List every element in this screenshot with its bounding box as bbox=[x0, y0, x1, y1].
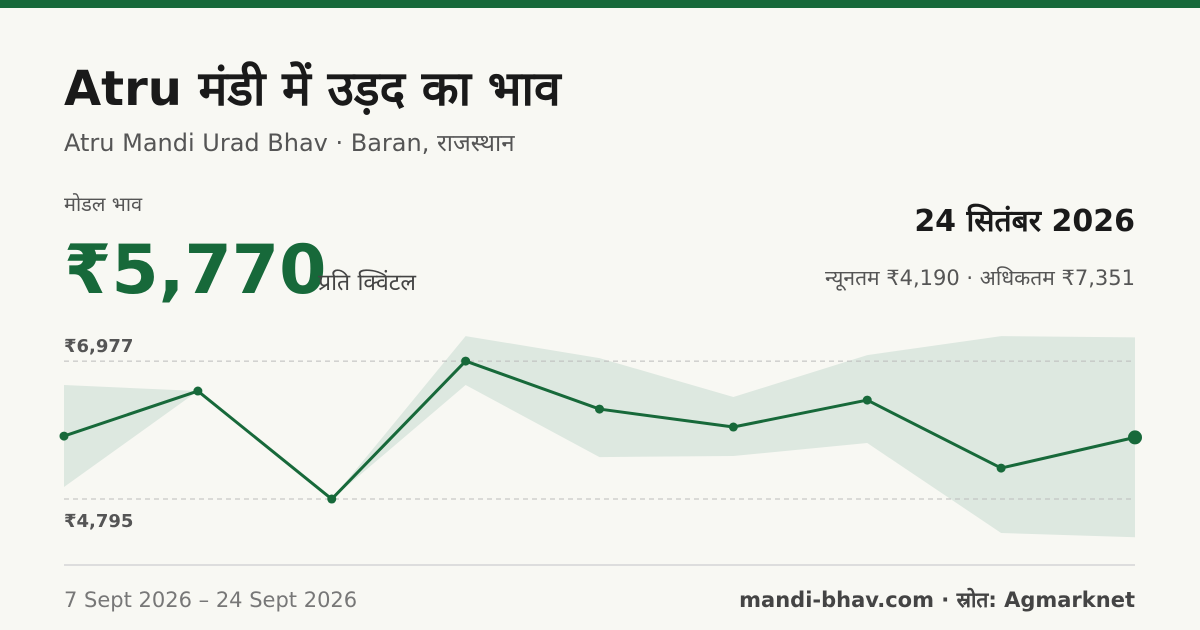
chart: ₹6,977 ₹4,795 bbox=[59, 336, 1142, 538]
range-text: न्यूनतम ₹4,190 · अधिकतम ₹7,351 bbox=[825, 266, 1135, 291]
data-point bbox=[461, 356, 471, 366]
data-point bbox=[1128, 430, 1142, 445]
unit: प्रति क्विंटल bbox=[318, 269, 416, 296]
data-point bbox=[193, 386, 203, 396]
data-point bbox=[728, 422, 738, 432]
title: Atru मंडी में उड़द का भाव bbox=[64, 61, 563, 117]
y-tick-label: ₹6,977 bbox=[64, 336, 133, 357]
range-band bbox=[64, 336, 1135, 538]
date: 24 सितंबर 2026 bbox=[914, 203, 1135, 239]
data-point bbox=[996, 463, 1006, 473]
data-point bbox=[862, 395, 872, 405]
data-point bbox=[327, 494, 337, 504]
subtitle: Atru Mandi Urad Bhav · Baran, राजस्थान bbox=[64, 129, 515, 157]
data-point bbox=[595, 404, 604, 414]
date-range: 7 Sept 2026 – 24 Sept 2026 bbox=[64, 588, 357, 612]
modal-price: ₹5,770 bbox=[64, 231, 326, 310]
modal-label: मोडल भाव bbox=[64, 192, 143, 216]
data-point bbox=[59, 431, 69, 441]
y-tick-label: ₹4,795 bbox=[64, 511, 133, 532]
source: mandi-bhav.com · स्रोत: Agmarknet bbox=[739, 587, 1135, 612]
top-bar bbox=[0, 0, 1200, 8]
